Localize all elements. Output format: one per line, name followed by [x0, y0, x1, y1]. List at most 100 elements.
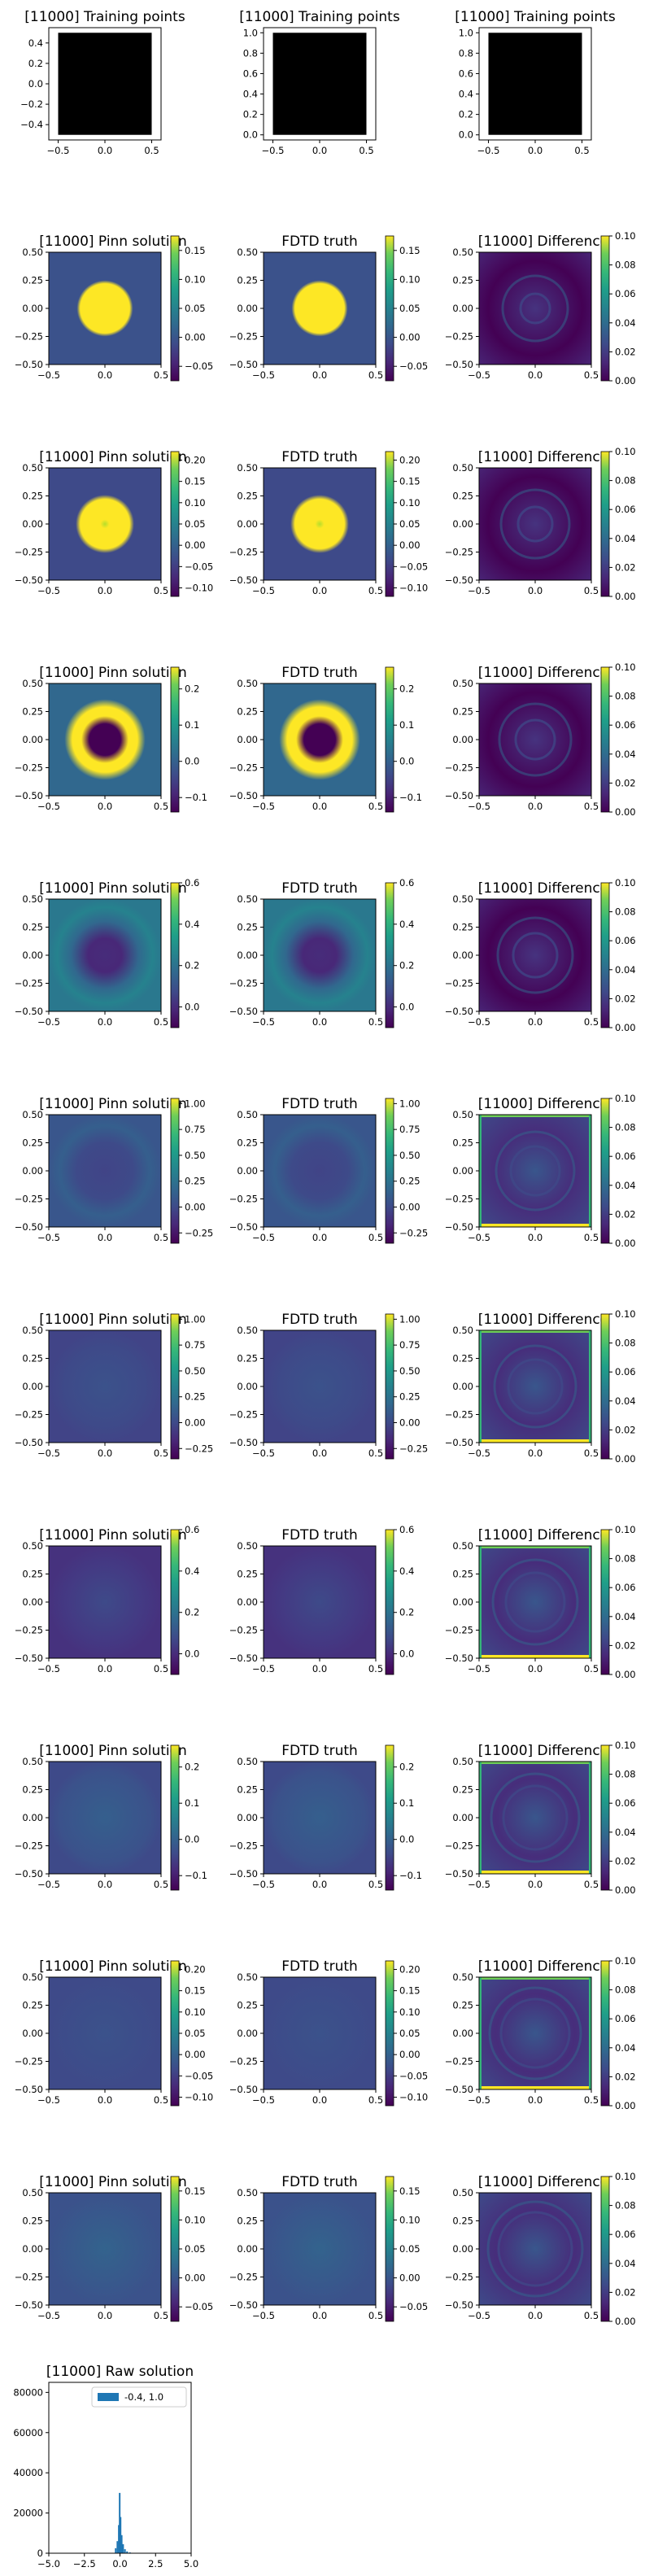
- x-tick-label: 0.0: [112, 2558, 127, 2569]
- heatmap-image: [479, 1762, 591, 1874]
- panel-title: [11000] Difference: [478, 880, 608, 897]
- boundary-error: [589, 1546, 591, 1658]
- panel-title: [11000] Pinn solution: [39, 1527, 187, 1543]
- histogram-bar: [116, 2541, 119, 2553]
- y-tick-label: 0.00: [452, 518, 473, 530]
- colorbar: [170, 2176, 180, 2322]
- heatmap-image: [49, 2193, 161, 2305]
- y-tick-label: 0.25: [452, 1353, 473, 1364]
- panel-title: [11000] Pinn solution: [39, 665, 187, 681]
- y-tick-label: 0.25: [452, 922, 473, 933]
- colorbar-tick-label: 0.04: [615, 1180, 636, 1191]
- y-tick-label: −0.50: [445, 1868, 473, 1880]
- y-tick-label: 0.2: [243, 109, 258, 120]
- x-tick-label: −0.5: [252, 585, 275, 596]
- x-tick-label: 0.0: [312, 369, 327, 381]
- y-tick-label: −0.25: [445, 331, 473, 343]
- x-tick-label: 0.0: [98, 1447, 112, 1459]
- raw-solution-panel: [11000] Raw solution −5.0 −2.5 0.0 2.5 5.0 0 20…: [13, 2364, 198, 2569]
- y-tick-label: 0.25: [237, 1569, 258, 1580]
- colorbar: [170, 1313, 180, 1460]
- colorbar-tick-label: 0.00: [399, 2273, 421, 2284]
- x-tick-label: 0.5: [584, 1663, 599, 1674]
- x-tick-label: 0.0: [312, 1663, 327, 1674]
- y-tick-label: 0.25: [22, 2000, 43, 2011]
- difference-panel: [11000] Difference −0.5 0.0 0.5 −0.50 −0.25 0.…: [445, 1524, 636, 1680]
- colorbar-tick-label: 0.4: [185, 1565, 199, 1577]
- x-tick-label: 0.0: [528, 145, 543, 156]
- heatmap-image: [49, 1762, 161, 1874]
- colorbar-tick-label: 0.08: [615, 475, 636, 487]
- y-tick-label: 0.2: [28, 58, 43, 69]
- histogram-bar: [126, 2551, 129, 2553]
- colorbar-tick-label: −0.05: [399, 2070, 428, 2081]
- panel-title: [11000] Pinn solution: [39, 2174, 187, 2190]
- x-tick-label: 0.0: [528, 369, 543, 381]
- colorbar-tick-label: 0.05: [399, 2243, 421, 2255]
- colorbar-tick-label: 0.20: [185, 454, 206, 465]
- colorbar: [170, 1744, 180, 1891]
- y-tick-label: 0.00: [237, 303, 258, 314]
- colorbar-tick-label: 0.15: [399, 1985, 421, 1997]
- x-tick-label: 0.5: [154, 1447, 168, 1459]
- panel-title: [11000] Difference: [478, 665, 608, 681]
- y-tick-label: 1.0: [243, 27, 258, 38]
- fdtd-truth-panel: FDTD truth −0.5 0.0 0.5 −0.50 −0.25 0.00 0.25 0.…: [229, 877, 414, 1028]
- y-tick-label: 0.00: [22, 1381, 43, 1392]
- colorbar-tick-label: 0.00: [615, 375, 636, 386]
- y-tick-label: 0.25: [237, 491, 258, 502]
- colorbar: [385, 451, 394, 597]
- x-tick-label: 0.5: [154, 1232, 168, 1243]
- x-tick-label: 0.0: [312, 2310, 327, 2321]
- pinn-solution-panel: [11000] Pinn solution −0.5 0.0 0.5 −0.50 −0.2…: [15, 1096, 213, 1244]
- colorbar-tick-label: 0.50: [185, 1365, 206, 1377]
- colorbar-tick-label: 0.00: [399, 2049, 421, 2060]
- difference-ring: [490, 1772, 581, 1863]
- fdtd-truth-panel: FDTD truth −0.5 0.0 0.5 −0.50 −0.25 0.00 0.25 0.…: [229, 1524, 414, 1675]
- x-tick-label: −5.0: [37, 2558, 60, 2569]
- panel-title: [11000] Difference: [478, 2174, 608, 2190]
- colorbar-tick-label: 0.20: [185, 1963, 206, 1975]
- boundary-error: [479, 1871, 591, 1874]
- x-tick-label: 0.5: [584, 1232, 599, 1243]
- colorbar-tick-label: 0.15: [399, 245, 421, 256]
- colorbar-tick-label: 0.04: [615, 964, 636, 976]
- y-tick-label: 20000: [13, 2508, 43, 2519]
- fdtd-truth-panel: FDTD truth −0.5 0.0 0.5 −0.50 −0.25 0.00 0.25 0.…: [229, 1743, 422, 1891]
- panel-title: [11000] Difference: [478, 1312, 608, 1328]
- colorbar-tick-label: 0.00: [615, 2100, 636, 2111]
- x-tick-label: 0.0: [312, 1879, 327, 1890]
- x-tick-label: −0.5: [252, 1232, 275, 1243]
- histogram-bar: [122, 2543, 124, 2553]
- colorbar-tick-label: 0.08: [615, 1338, 636, 1349]
- fdtd-truth-panel: FDTD truth −0.5 0.0 0.5 −0.50 −0.25 0.00 0.25 0.…: [229, 1096, 428, 1244]
- heatmap-image: [49, 252, 161, 365]
- colorbar-tick-label: 0.10: [399, 2006, 421, 2018]
- colorbar: [385, 1098, 394, 1244]
- x-tick-label: 0.5: [154, 369, 168, 381]
- y-tick-label: −0.25: [445, 1194, 473, 1205]
- y-tick-label: 0.00: [22, 518, 43, 530]
- y-tick-label: −0.25: [445, 2056, 473, 2067]
- x-tick-label: 0.5: [368, 2094, 383, 2106]
- y-tick-label: 0.0: [459, 129, 473, 141]
- colorbar: [600, 1960, 610, 2107]
- y-tick-label: 0.50: [22, 1109, 43, 1120]
- colorbar-tick-label: 0.00: [615, 2316, 636, 2327]
- y-tick-label: 0.50: [237, 1325, 258, 1336]
- heatmap-image: [479, 899, 591, 1011]
- colorbar-tick-label: 0.10: [185, 2214, 206, 2225]
- colorbar-tick-label: 1.00: [185, 1098, 206, 1109]
- panel-title: [11000] Raw solution: [46, 2364, 194, 2380]
- y-tick-label: 0.25: [452, 1784, 473, 1796]
- heatmap-image: [264, 468, 376, 580]
- colorbar-tick-label: 0.4: [399, 919, 414, 930]
- y-tick-label: −0.25: [15, 2056, 43, 2067]
- colorbar-tick-label: −0.10: [185, 583, 213, 594]
- colorbar-tick-label: 0.10: [615, 877, 636, 889]
- pinn-solution-panel: [11000] Pinn solution −0.5 0.0 0.5 −0.50 −0.2…: [15, 449, 213, 597]
- x-tick-label: 0.5: [574, 145, 589, 156]
- y-tick-label: −0.25: [229, 1409, 258, 1421]
- colorbar: [385, 666, 394, 813]
- colorbar-tick-label: 0.10: [615, 1955, 636, 1967]
